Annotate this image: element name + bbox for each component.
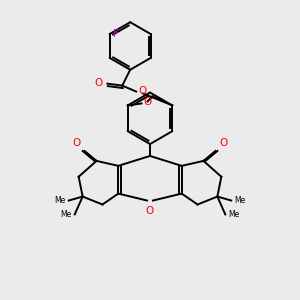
Text: O: O: [219, 138, 228, 148]
Text: Me: Me: [228, 210, 239, 219]
Text: O: O: [143, 98, 152, 107]
Text: Me: Me: [61, 210, 72, 219]
Text: O: O: [94, 78, 102, 88]
Text: Me: Me: [234, 196, 245, 205]
Text: O: O: [146, 206, 154, 217]
Text: O: O: [72, 138, 81, 148]
Text: O: O: [138, 85, 146, 96]
Text: F: F: [112, 29, 118, 39]
Text: Me: Me: [55, 196, 66, 205]
